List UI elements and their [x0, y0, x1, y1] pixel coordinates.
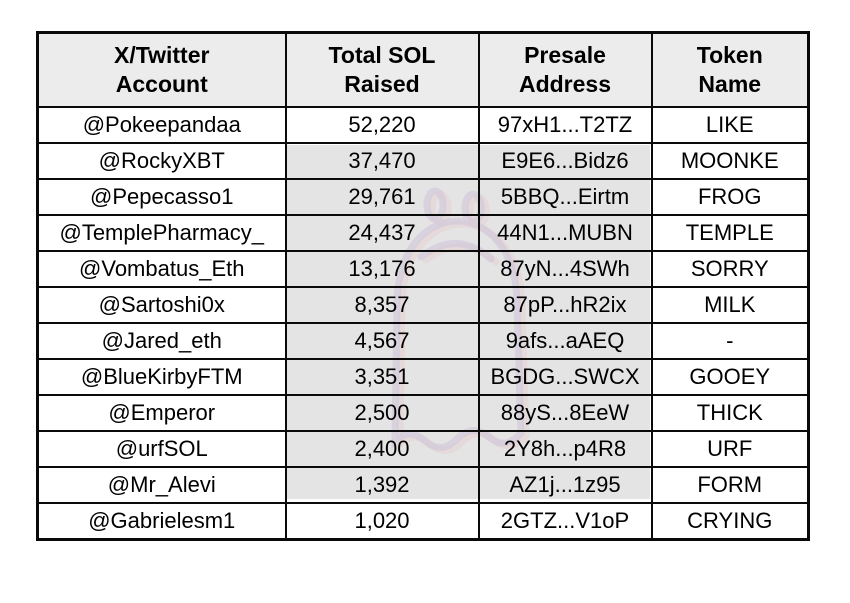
- cell-sol-raised: 4,567: [284, 322, 480, 360]
- cell-sol-raised: 52,220: [284, 106, 480, 144]
- table-row: @Gabrielesm1 1,020 2GTZ...V1oP CRYING: [36, 502, 810, 541]
- cell-token-name: MOONKE: [650, 142, 810, 180]
- cell-sol-raised: 1,392: [284, 466, 480, 504]
- cell-presale-address: 44N1...MUBN: [477, 214, 653, 252]
- cell-account: @Jared_eth: [36, 322, 287, 360]
- header-x-twitter-account: X/Twitter Account: [36, 31, 287, 108]
- cell-account: @Gabrielesm1: [36, 502, 287, 541]
- cell-presale-address: 87yN...4SWh: [477, 250, 653, 288]
- cell-token-name: FROG: [650, 178, 810, 216]
- presale-table: X/Twitter Account Total SOL Raised Presa…: [36, 31, 810, 541]
- cell-account: @Pepecasso1: [36, 178, 287, 216]
- cell-token-name: GOOEY: [650, 358, 810, 396]
- header-row: X/Twitter Account Total SOL Raised Presa…: [36, 31, 810, 108]
- cell-token-name: URF: [650, 430, 810, 468]
- cell-account: @Pokeepandaa: [36, 106, 287, 144]
- header-total-sol-raised: Total SOL Raised: [284, 31, 480, 108]
- cell-presale-address: 97xH1...T2TZ: [477, 106, 653, 144]
- cell-account: @Mr_Alevi: [36, 466, 287, 504]
- cell-sol-raised: 1,020: [284, 502, 480, 541]
- cell-sol-raised: 13,176: [284, 250, 480, 288]
- header-token-name: Token Name: [650, 31, 810, 108]
- cell-token-name: SORRY: [650, 250, 810, 288]
- cell-token-name: CRYING: [650, 502, 810, 541]
- cell-token-name: MILK: [650, 286, 810, 324]
- cell-presale-address: BGDG...SWCX: [477, 358, 653, 396]
- table-row: @urfSOL 2,400 2Y8h...p4R8 URF: [36, 430, 810, 468]
- cell-presale-address: AZ1j...1z95: [477, 466, 653, 504]
- table-row: @Emperor 2,500 88yS...8EeW THICK: [36, 394, 810, 432]
- table-row: @Pokeepandaa 52,220 97xH1...T2TZ LIKE: [36, 106, 810, 144]
- table-row: @Vombatus_Eth 13,176 87yN...4SWh SORRY: [36, 250, 810, 288]
- table-row: @Jared_eth 4,567 9afs...aAEQ -: [36, 322, 810, 360]
- cell-presale-address: 2GTZ...V1oP: [477, 502, 653, 541]
- cell-account: @Vombatus_Eth: [36, 250, 287, 288]
- cell-presale-address: 2Y8h...p4R8: [477, 430, 653, 468]
- cell-presale-address: 5BBQ...Eirtm: [477, 178, 653, 216]
- cell-sol-raised: 2,400: [284, 430, 480, 468]
- table-row: @TemplePharmacy_ 24,437 44N1...MUBN TEMP…: [36, 214, 810, 252]
- cell-sol-raised: 3,351: [284, 358, 480, 396]
- cell-account: @TemplePharmacy_: [36, 214, 287, 252]
- cell-account: @Sartoshi0x: [36, 286, 287, 324]
- cell-sol-raised: 24,437: [284, 214, 480, 252]
- cell-presale-address: 87pP...hR2ix: [477, 286, 653, 324]
- cell-token-name: LIKE: [650, 106, 810, 144]
- cell-token-name: -: [650, 322, 810, 360]
- table-row: @RockyXBT 37,470 E9E6...Bidz6 MOONKE: [36, 142, 810, 180]
- cell-presale-address: E9E6...Bidz6: [477, 142, 653, 180]
- cell-account: @BlueKirbyFTM: [36, 358, 287, 396]
- cell-token-name: TEMPLE: [650, 214, 810, 252]
- table-row: @Sartoshi0x 8,357 87pP...hR2ix MILK: [36, 286, 810, 324]
- cell-sol-raised: 2,500: [284, 394, 480, 432]
- cell-presale-address: 9afs...aAEQ: [477, 322, 653, 360]
- cell-token-name: FORM: [650, 466, 810, 504]
- cell-sol-raised: 8,357: [284, 286, 480, 324]
- cell-sol-raised: 37,470: [284, 142, 480, 180]
- table-row: @Pepecasso1 29,761 5BBQ...Eirtm FROG: [36, 178, 810, 216]
- cell-sol-raised: 29,761: [284, 178, 480, 216]
- cell-account: @RockyXBT: [36, 142, 287, 180]
- cell-token-name: THICK: [650, 394, 810, 432]
- cell-account: @Emperor: [36, 394, 287, 432]
- cell-account: @urfSOL: [36, 430, 287, 468]
- table-row: @BlueKirbyFTM 3,351 BGDG...SWCX GOOEY: [36, 358, 810, 396]
- table-row: @Mr_Alevi 1,392 AZ1j...1z95 FORM: [36, 466, 810, 504]
- cell-presale-address: 88yS...8EeW: [477, 394, 653, 432]
- header-presale-address: Presale Address: [477, 31, 653, 108]
